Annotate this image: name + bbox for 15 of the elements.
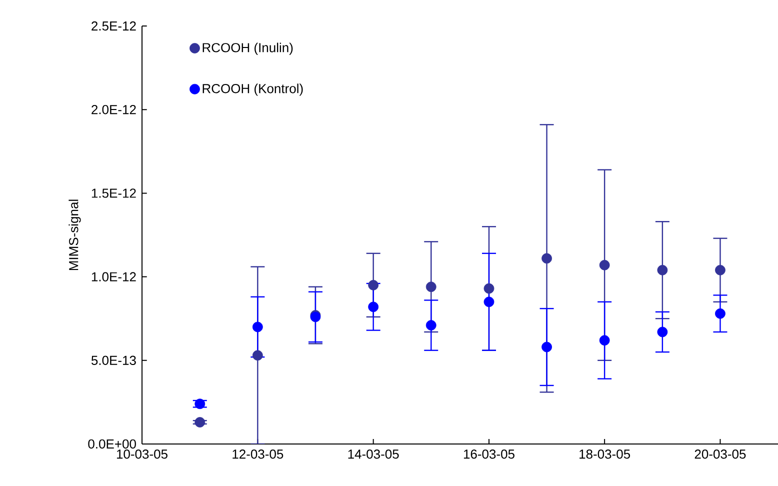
y-tick-label: 0.0E+00 [88, 439, 136, 449]
x-tick-label: 14-03-05 [348, 450, 399, 459]
y-tick-label: 1.0E-12 [92, 272, 136, 282]
legend-label: RCOOH (Inulin) [202, 42, 293, 55]
x-tick-label: 20-03-05 [694, 450, 746, 459]
legend-label: RCOOH (Kontrol) [202, 84, 303, 96]
y-tick-label: 1.5E-12 [92, 188, 136, 198]
y-tick-label: 5.0E-13 [91, 356, 136, 365]
y-tick-label: 2.0E-12 [92, 104, 136, 114]
x-tick-label: 16-03-05 [464, 450, 514, 459]
y-tick-label: 2.5E-12 [92, 21, 136, 31]
x-tick-label: 10-03-05 [116, 450, 168, 459]
x-tick-label: 18-03-05 [580, 450, 630, 459]
y-axis-title: MIMS-signal [68, 200, 81, 270]
x-tick-label: 12-03-05 [232, 450, 284, 459]
